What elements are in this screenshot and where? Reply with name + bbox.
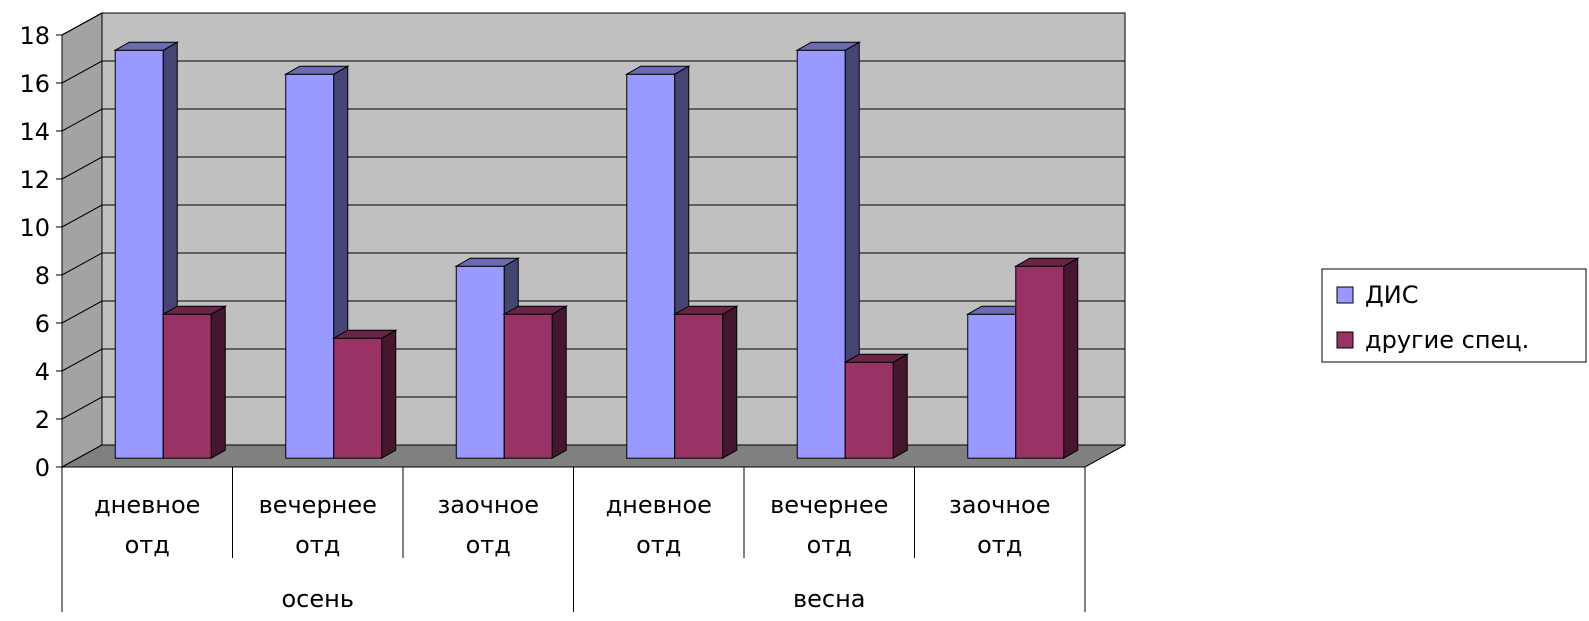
x-category-label: дневное: [606, 491, 712, 519]
bar-top: [113, 41, 180, 51]
bar-front: [1015, 265, 1065, 459]
bar: [161, 305, 228, 460]
bar-front: [796, 49, 846, 459]
legend-swatch: [1336, 286, 1354, 304]
bar-side: [892, 353, 908, 460]
gridline: [61, 252, 1125, 276]
bar-top: [624, 65, 691, 75]
gridline: [61, 156, 1125, 180]
bar-front: [844, 361, 894, 459]
side-wall: [61, 12, 103, 468]
x-category-label: отд: [807, 531, 852, 559]
bar: [795, 41, 862, 460]
bars: [113, 41, 1080, 460]
y-tick-label: 0: [35, 454, 50, 482]
x-category-label: отд: [636, 531, 681, 559]
gridline: [61, 204, 1125, 228]
x-category-label: отд: [295, 531, 340, 559]
bar-front: [114, 49, 164, 459]
bar-front: [674, 313, 724, 459]
legend-label: другие спец.: [1365, 326, 1529, 354]
x-category-label: дневное: [94, 491, 200, 519]
bar-top: [795, 41, 862, 51]
bar-side: [722, 305, 738, 460]
x-category-label: отд: [466, 531, 511, 559]
bar-front: [285, 73, 335, 459]
bar-top: [331, 329, 398, 339]
bar-top: [1013, 257, 1080, 267]
bar: [672, 305, 739, 460]
gridline: [61, 396, 1125, 420]
bar-top: [672, 305, 739, 315]
gridlines: [61, 12, 1125, 420]
bar-top: [161, 305, 228, 315]
bar-side: [1063, 257, 1079, 460]
bar: [331, 329, 398, 460]
y-tick-label: 12: [19, 166, 50, 194]
bar-front: [333, 337, 383, 459]
bar-top: [454, 257, 521, 267]
gridline: [61, 60, 1125, 84]
y-tick-label: 18: [19, 22, 50, 50]
x-category-label: отд: [125, 531, 170, 559]
x-category-label: вечернее: [259, 491, 377, 519]
y-tick-label: 6: [35, 310, 50, 338]
bar-front: [626, 73, 676, 459]
bar-front: [162, 313, 212, 459]
bar-side: [381, 329, 397, 460]
bar-front: [503, 313, 553, 459]
x-category-label: отд: [977, 531, 1022, 559]
x-group-label: осень: [282, 585, 354, 613]
gridline: [61, 12, 1125, 36]
bar-front: [967, 313, 1017, 459]
legend-swatch: [1336, 331, 1354, 349]
axes: 0 2 4 6 8 10 12 14 16 18 дневное отд вечернее отд заоч…: [19, 22, 1086, 613]
bar-side: [210, 305, 226, 460]
x-category-label: заочное: [438, 491, 539, 519]
gridline: [61, 300, 1125, 324]
x-category-label: вечернее: [770, 491, 888, 519]
y-tick-label: 14: [19, 118, 50, 146]
bar-top: [283, 65, 350, 75]
y-tick-label: 8: [35, 262, 50, 290]
bar-top: [502, 305, 569, 315]
legend-box: [1321, 268, 1587, 363]
gridline: [61, 108, 1125, 132]
gridline: [61, 348, 1125, 372]
x-category-label: заочное: [949, 491, 1050, 519]
bar: [843, 353, 910, 460]
x-group-label: весна: [793, 585, 866, 613]
bar: [502, 305, 569, 460]
bar-top: [843, 353, 910, 363]
y-tick-label: 2: [35, 406, 50, 434]
y-tick-label: 16: [19, 70, 50, 98]
y-tick-label: 10: [19, 214, 50, 242]
bar-front: [455, 265, 505, 459]
y-tick-label: 4: [35, 358, 50, 386]
bar: [1013, 257, 1080, 460]
legend-label: ДИС: [1365, 281, 1418, 309]
legend: ДИС другие спец.: [1321, 268, 1587, 363]
bar-side: [551, 305, 567, 460]
